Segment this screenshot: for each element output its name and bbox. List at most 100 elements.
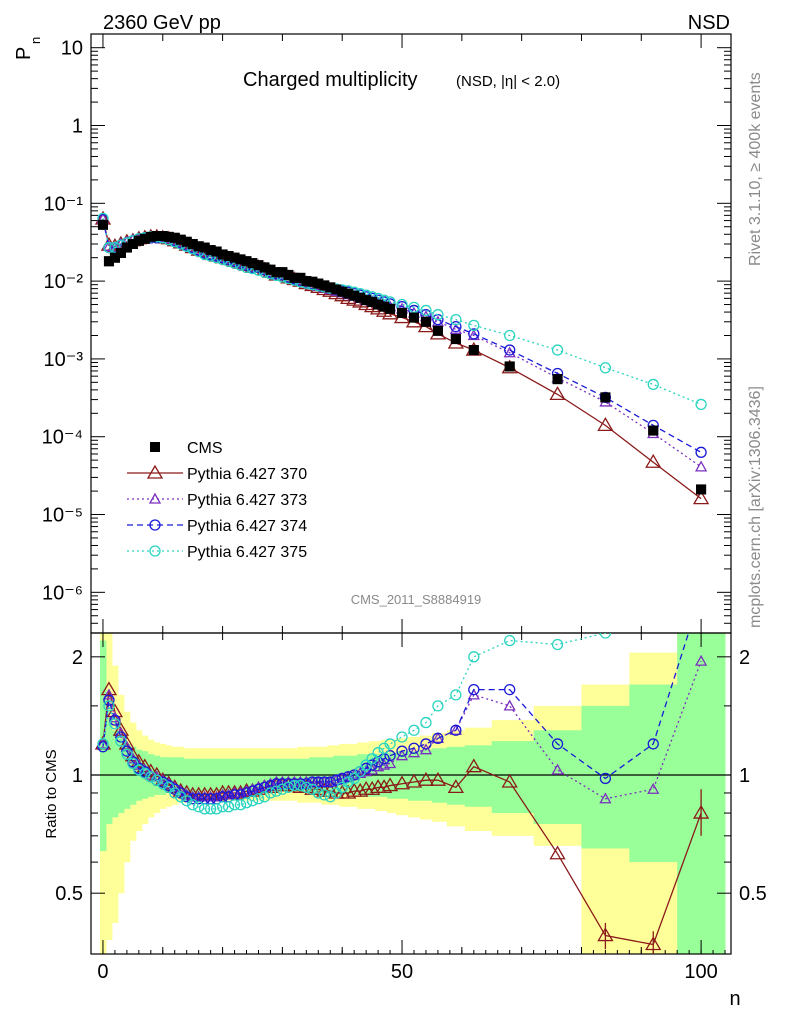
cms-point — [420, 316, 431, 327]
cms-point — [295, 272, 306, 283]
ratio-point — [468, 651, 480, 663]
ratio-point — [222, 801, 235, 813]
mcplots-label: mcplots.cern.ch [arXiv:1306.3436] — [747, 386, 764, 628]
ratio-point — [417, 771, 435, 786]
cms-point — [235, 254, 246, 265]
main-point — [647, 378, 659, 391]
band-green-bin — [123, 743, 131, 809]
cms-point — [277, 267, 288, 278]
ratio-point — [276, 778, 289, 790]
y-tick-label: 10⁻¹ — [44, 193, 84, 215]
cms-point — [175, 234, 186, 245]
band-green-bin — [533, 730, 582, 825]
cms-point — [229, 252, 240, 263]
main-point — [695, 446, 707, 458]
cms-point — [139, 233, 150, 244]
ratio-point — [363, 780, 381, 795]
main-point — [420, 304, 432, 317]
ratio-y-tick-label-right: 1 — [739, 765, 750, 787]
ratio-point — [198, 803, 211, 815]
analysis-watermark: CMS_2011_S8884919 — [351, 592, 482, 607]
cms-point — [163, 231, 174, 242]
cms-point — [145, 231, 156, 242]
ratio-point — [312, 776, 324, 788]
y-label-p: P — [13, 47, 35, 60]
legend-marker — [149, 519, 161, 531]
cms-point — [432, 325, 443, 336]
main-point — [432, 309, 444, 321]
ratio-point — [306, 775, 319, 787]
ratio-y-tick-label-right: 2 — [739, 647, 750, 669]
cms-point — [319, 280, 330, 291]
y-tick-label: 10⁻³ — [44, 349, 84, 371]
cms-point — [211, 246, 222, 257]
ratio-point — [276, 775, 289, 787]
cms-point — [373, 299, 384, 310]
ratio-point — [103, 700, 115, 712]
ratio-point — [192, 790, 205, 802]
ratio-point — [420, 716, 432, 729]
main-point — [549, 386, 566, 401]
ratio-point — [109, 718, 121, 730]
ratio-point — [348, 769, 360, 781]
ratio-point — [133, 764, 145, 776]
legend-item-2: Pythia 6.427 373 — [127, 492, 307, 509]
main-point — [449, 322, 462, 334]
ratio-point — [294, 779, 306, 792]
ratio-point — [408, 742, 420, 754]
y-tick-label: 1 — [72, 116, 83, 138]
legend-marker — [150, 442, 160, 452]
x-tick-label: 100 — [684, 961, 717, 983]
cms-point — [385, 303, 396, 314]
ratio-point — [504, 634, 516, 647]
ratio-y-tick-label: 0.5 — [55, 883, 83, 905]
cms-point — [325, 282, 336, 293]
ratio-point — [324, 791, 336, 803]
ratio-point — [270, 785, 283, 797]
legend-label: Pythia 6.427 373 — [187, 492, 307, 509]
ratio-point — [193, 793, 205, 805]
cms-point — [343, 288, 354, 299]
main-point — [109, 241, 121, 254]
y-label-sub: n — [28, 37, 43, 44]
cms-point — [193, 241, 204, 252]
band-green-bin — [117, 738, 125, 814]
cms-point — [187, 238, 198, 249]
ratio-point — [204, 803, 217, 815]
rivet-label: Rivet 3.1.10, ≥ 400k events — [747, 72, 764, 266]
ratio-point — [288, 779, 301, 792]
ratio-point — [342, 771, 354, 783]
ratio-point — [360, 762, 372, 774]
chart-subtitle-text: (NSD, |η| < 2.0) — [456, 73, 560, 90]
axes: 10 1 10⁻¹ 10⁻² 10⁻³ 10⁻⁴ 10⁻⁵ 10⁻⁶ 0 50 100 0.5 0.5 1… — [42, 34, 767, 983]
ratio-point — [694, 654, 708, 666]
legend-item-3: Pythia 6.427 374 — [127, 518, 307, 535]
legend-marker — [146, 464, 164, 479]
ratio-point — [408, 724, 420, 736]
ratio-y-label: Ratio to CMS — [43, 749, 60, 838]
ratio-point — [318, 776, 330, 788]
cms-point — [504, 361, 515, 372]
ratio-point — [115, 735, 127, 747]
ratio-point — [102, 688, 116, 700]
cms-point — [307, 276, 318, 287]
ratio-point — [503, 699, 516, 711]
main-point — [504, 344, 516, 356]
ratio-point — [181, 795, 193, 807]
cms-data-top — [97, 219, 707, 495]
band-green-bin — [446, 746, 466, 805]
cms-point — [253, 260, 264, 271]
ratio-point — [282, 781, 295, 794]
legend-label: CMS — [187, 440, 223, 457]
ratio-point — [168, 781, 181, 793]
ratio-point — [551, 638, 564, 651]
ratio-point — [324, 776, 336, 788]
x-tick-label: 50 — [391, 961, 413, 983]
band-green-bin — [464, 745, 493, 807]
cms-point — [115, 247, 126, 258]
ratio-point — [696, 588, 706, 598]
ratio-series-line — [102, 633, 690, 800]
cms-point — [181, 236, 192, 247]
ratio-point — [648, 583, 658, 593]
